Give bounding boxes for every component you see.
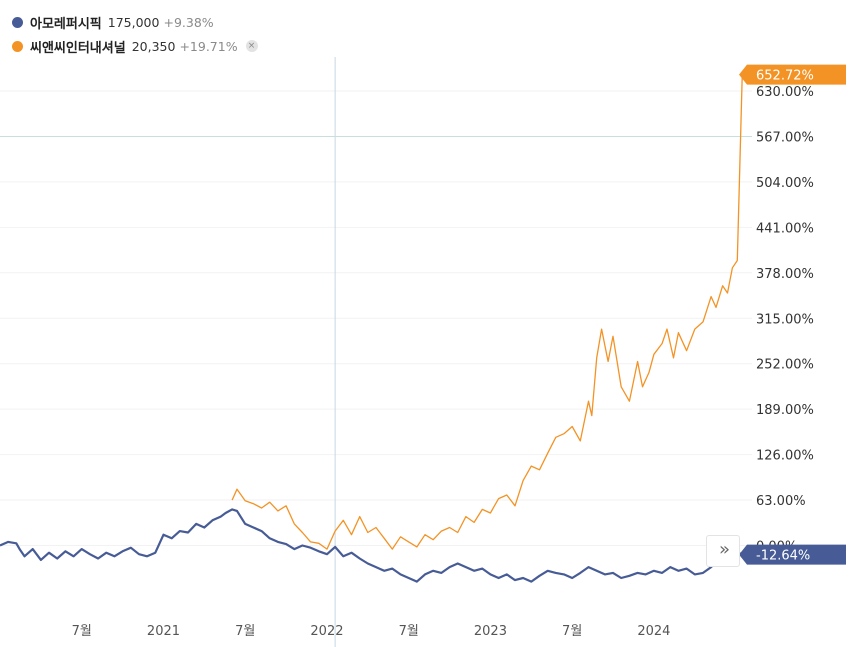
y-tick-label: 126.00% — [756, 449, 814, 464]
remove-series-icon[interactable]: × — [245, 40, 258, 52]
series-color-dot — [12, 40, 23, 52]
y-tick-label: 504.00% — [756, 176, 814, 191]
legend-item-cnc-international[interactable]: 씨앤씨인터내셔널 20,350 +19.71% × — [12, 34, 258, 58]
legend-stock-price: 175,000 — [107, 14, 160, 30]
series-color-dot — [12, 16, 23, 28]
y-tick-label: 189.00% — [756, 403, 814, 418]
legend-item-amorepacific[interactable]: 아모레퍼시픽 175,000 +9.38% — [12, 10, 258, 34]
y-tick-label: 315.00% — [756, 312, 814, 327]
legend-stock-name: 아모레퍼시픽 — [30, 16, 102, 32]
series-last-value-label: -12.64% — [739, 544, 846, 565]
x-tick-label: 2021 — [147, 624, 180, 639]
y-tick-label: 252.00% — [756, 358, 814, 373]
svg-text:-12.64%: -12.64% — [756, 549, 810, 564]
x-tick-label: 2023 — [474, 624, 507, 639]
y-tick-label: 630.00% — [756, 85, 814, 100]
x-tick-label: 7월 — [399, 624, 419, 639]
series-line-amorepacific — [0, 508, 746, 583]
scroll-to-latest-button[interactable]: » — [706, 535, 740, 567]
legend-stock-price: 20,350 — [131, 38, 176, 54]
legend-stock-change: +19.71% — [179, 38, 238, 54]
x-tick-label: 2024 — [637, 624, 670, 639]
legend-stock-name: 씨앤씨인터내셔널 — [30, 40, 126, 56]
x-tick-label: 7월 — [235, 624, 255, 639]
x-tick-label: 7월 — [562, 624, 582, 639]
svg-text:652.72%: 652.72% — [756, 69, 814, 84]
x-tick-label: 7월 — [72, 624, 92, 639]
chart-legend: 아모레퍼시픽 175,000 +9.38% 씨앤씨인터내셔널 20,350 +1… — [12, 10, 258, 58]
y-tick-label: 378.00% — [756, 267, 814, 282]
y-tick-label: 567.00% — [756, 130, 814, 145]
legend-stock-change: +9.38% — [163, 14, 214, 30]
y-tick-label: 63.00% — [756, 494, 806, 509]
x-tick-label: 2022 — [310, 624, 343, 639]
y-tick-label: 441.00% — [756, 221, 814, 236]
series-line-cnc-international — [231, 74, 746, 550]
series-last-value-label: 652.72% — [739, 64, 846, 85]
